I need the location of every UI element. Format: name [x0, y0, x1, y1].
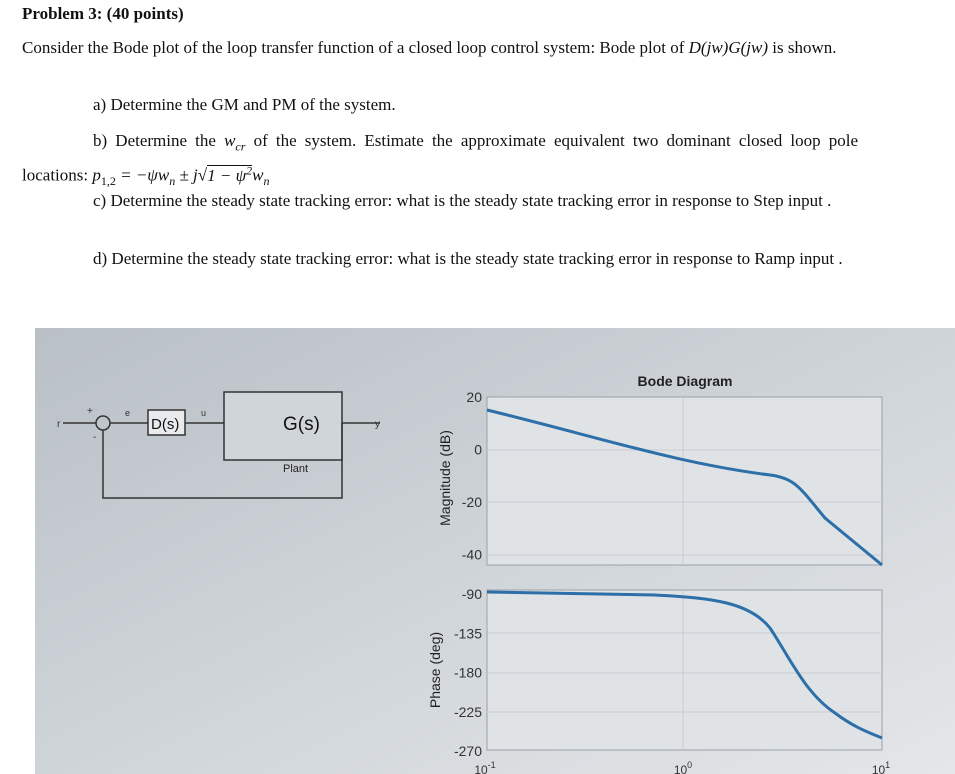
text: is shown.	[772, 38, 837, 57]
math: 1 − ψ	[207, 166, 247, 186]
math: = −ψw	[120, 166, 170, 186]
figure-photo: r + - e D(s) u G(s) Plant y Bode Diagram…	[35, 328, 955, 774]
problem-title: Problem 3: (40 points)	[22, 4, 184, 23]
tick-base: 10	[872, 763, 886, 774]
math-sub: n	[263, 174, 270, 189]
y-tick-label: -180	[454, 665, 482, 681]
math: D(jw)G(jw)	[688, 38, 768, 57]
block-label: e	[125, 408, 130, 418]
math: 1 − ψ2	[207, 163, 253, 186]
y-tick-label: -225	[454, 704, 482, 720]
y-tick-label: -90	[462, 586, 482, 602]
math-sub: n	[169, 174, 176, 189]
math: ± j	[179, 166, 198, 186]
y-tick-label: -270	[454, 743, 482, 759]
y-tick-label: -20	[462, 494, 482, 510]
block-label: G(s)	[283, 414, 320, 435]
math-sup: 2	[246, 163, 253, 178]
math: w	[252, 166, 264, 186]
block-label: u	[201, 408, 206, 418]
y-tick-label: 0	[474, 442, 482, 458]
y-axis-label: Magnitude (dB)	[437, 430, 453, 526]
block-diagram	[63, 391, 380, 499]
text: Consider the Bode plot of the loop trans…	[22, 38, 685, 57]
block-label: -	[93, 432, 96, 443]
tick-base: 10	[474, 763, 488, 774]
block-label: Plant	[283, 463, 308, 475]
item: d) Determine the steady state tracking e…	[93, 249, 843, 268]
math: p	[92, 166, 101, 186]
item: a) Determine the GM and PM of the system…	[93, 95, 396, 114]
item: c) Determine the steady state tracking e…	[93, 191, 832, 210]
y-axis-label: Phase (deg)	[427, 632, 443, 708]
math-sub: 1,2	[100, 174, 116, 189]
y-tick-label: 20	[466, 389, 482, 405]
math-sub: cr	[235, 139, 246, 154]
item: b) Determine the wcr of the system. Esti…	[22, 131, 859, 189]
block-label: +	[87, 406, 93, 417]
x-tick-label: 101	[872, 760, 890, 774]
y-tick-label: -135	[454, 625, 482, 641]
block-label: y	[375, 419, 380, 430]
math: w	[224, 131, 236, 150]
tick-exponent: 1	[885, 760, 890, 770]
grid	[487, 397, 882, 750]
phase-curve	[486, 590, 883, 740]
intro: Consider the Bode plot of the loop trans…	[22, 36, 858, 60]
tick-exponent: 0	[687, 760, 692, 770]
tick-base: 10	[674, 763, 688, 774]
tick-exponent: -1	[488, 760, 496, 770]
bode-title: Bode Diagram	[638, 373, 733, 389]
x-tick-label: 10-1	[474, 760, 495, 774]
x-tick-label: 100	[674, 760, 692, 774]
magnitude-curve	[486, 408, 883, 567]
block-label: r	[57, 419, 61, 430]
y-tick-label: -40	[462, 547, 482, 563]
block-label: D(s)	[151, 416, 179, 433]
axes	[486, 396, 883, 751]
text: of the system. Estimate the approximate …	[22, 131, 859, 186]
text: b) Determine the	[93, 131, 216, 150]
